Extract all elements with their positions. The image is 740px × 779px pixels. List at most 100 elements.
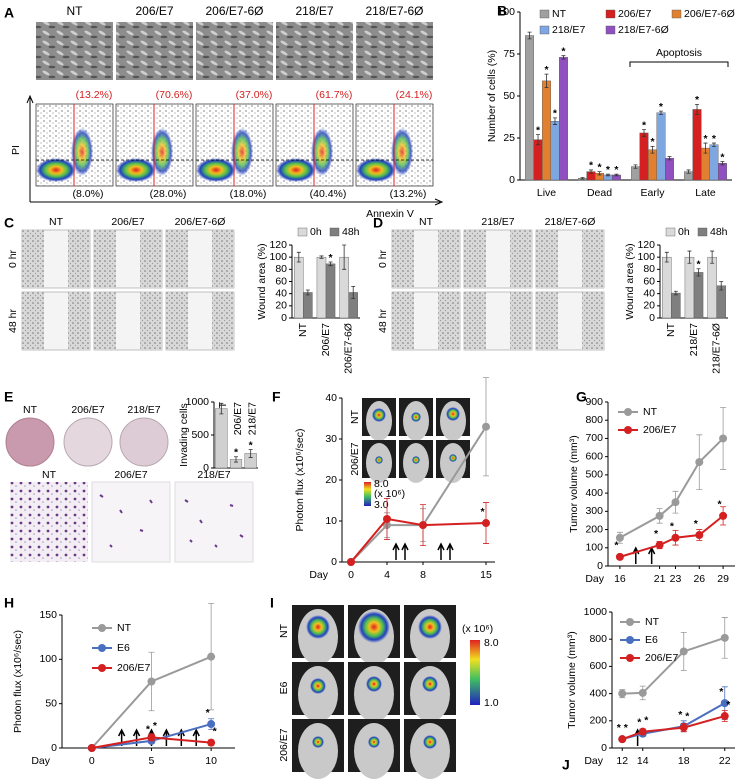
panel-d-images: NT 218/E7 218/E7-6Ø 0 hr 48 hr: [377, 216, 605, 351]
column-label: 218/E7: [295, 4, 333, 18]
significance-mark: *: [703, 133, 708, 145]
cell-stain: [99, 494, 244, 548]
error-bar: [605, 173, 610, 177]
y-axis-label: Wound area (%): [256, 243, 268, 319]
data-point: [618, 689, 627, 698]
y-tick-label: 0: [649, 312, 655, 324]
bar: [648, 149, 657, 181]
legend-swatch: [665, 227, 676, 237]
bar: [665, 157, 674, 181]
series-line: [622, 636, 726, 695]
flow-plot: [275, 103, 354, 187]
y-tick-label: 20: [325, 474, 337, 486]
significance-mark: *: [637, 717, 642, 729]
micrograph-label: 218/E7: [197, 469, 230, 481]
significance-mark: *: [536, 124, 541, 136]
error-bar: [527, 31, 532, 40]
y-axis-label: Number of cells (%): [486, 50, 498, 142]
data-point: [719, 511, 728, 520]
error-bar: [664, 251, 669, 263]
significance-mark: *: [720, 151, 725, 163]
wound-image: [93, 229, 163, 289]
column-label: 218/E7-6Ø: [365, 4, 423, 18]
x-tick-label: 22: [719, 755, 731, 767]
x-axis-label: Day: [309, 569, 328, 581]
wound-image: [93, 291, 163, 351]
y-tick-label: 0: [601, 742, 607, 754]
bar: [639, 132, 649, 181]
y-tick-label: 60: [643, 275, 655, 287]
y-tick-label: 80: [275, 263, 287, 275]
significance-mark: *: [614, 164, 619, 176]
panel-e-images: NT 206/E7 218/E7 NT 206/E7 218/E7: [5, 404, 254, 563]
flow-plot: [195, 103, 274, 187]
y-tick-label: 0: [203, 462, 209, 474]
legend-label: 206/E7-6Ø: [684, 8, 735, 20]
bar: [542, 80, 551, 181]
row-label: E6: [278, 681, 290, 694]
panel-letter: D: [373, 215, 383, 231]
wound-image: [463, 291, 533, 351]
error-bar: [580, 177, 585, 180]
axis-line: [341, 398, 495, 563]
row-label: NT: [278, 623, 290, 638]
signal: [423, 735, 437, 749]
row-label: 0 hr: [7, 249, 19, 268]
bar: [693, 272, 704, 319]
data-point: [679, 647, 688, 656]
legend-swatch: [697, 227, 708, 237]
error-bar: [296, 251, 301, 263]
colorbar-max: 8.0: [374, 478, 389, 490]
micrograph: [116, 22, 193, 80]
significance-mark: *: [726, 699, 731, 711]
error-bar: [703, 142, 708, 154]
significance-mark: *: [617, 722, 622, 734]
wound-image: [21, 291, 91, 351]
legend-marker: [98, 644, 106, 652]
legend-label: NT: [643, 406, 658, 418]
treatment-arrow: [392, 542, 400, 560]
micrograph: [276, 22, 353, 80]
legend-label: 206/E7: [117, 662, 150, 674]
legend-swatch: [605, 9, 616, 19]
x-tick-label: 26: [693, 573, 705, 585]
significance-mark: *: [694, 518, 699, 530]
data-point: [207, 738, 216, 747]
legend-label: 0h: [310, 226, 322, 238]
data-point: [347, 558, 355, 566]
mouse-image: [292, 719, 344, 779]
error-bar: [248, 449, 253, 458]
column-label: 206/E7-6Ø: [205, 4, 263, 18]
error-bar: [544, 73, 549, 88]
error-bar: [687, 250, 692, 264]
x-tick-label: NT: [665, 322, 677, 337]
column-label: 206/E7: [135, 4, 173, 18]
panel-i: I NT E6 206/E7 (x 10⁶) 8.0 1.0: [270, 595, 499, 779]
bar: [662, 256, 672, 319]
mouse-image: [348, 719, 400, 779]
signal: [446, 407, 460, 421]
signal: [358, 611, 390, 643]
y-tick-label: 200: [589, 715, 607, 727]
column-label: 218/E7-6Ø: [545, 216, 596, 228]
annotation: Apoptosis: [656, 47, 702, 59]
treatment-arrow: [401, 542, 409, 560]
x-tick-label: 23: [670, 573, 682, 585]
y-tick-label: 100: [585, 542, 603, 554]
legend-label: 0h: [678, 226, 690, 238]
bar: [533, 139, 543, 181]
legend-swatch: [539, 9, 550, 19]
legend-marker: [98, 624, 106, 632]
panel-letter: F: [272, 389, 281, 405]
signal: [375, 456, 383, 464]
significance-mark: *: [718, 499, 723, 511]
y-tick-label: 600: [589, 660, 607, 672]
dish-label: NT: [23, 404, 38, 416]
error-bar: [686, 169, 691, 174]
legend-label: 206/E7: [618, 8, 651, 20]
lower-percent: (40.4%): [310, 188, 347, 200]
y-axis-label: Photon flux (x10⁶/sec): [12, 630, 24, 733]
significance-mark: *: [678, 709, 683, 721]
panel-letter: C: [4, 215, 14, 231]
significance-mark: *: [696, 259, 701, 271]
